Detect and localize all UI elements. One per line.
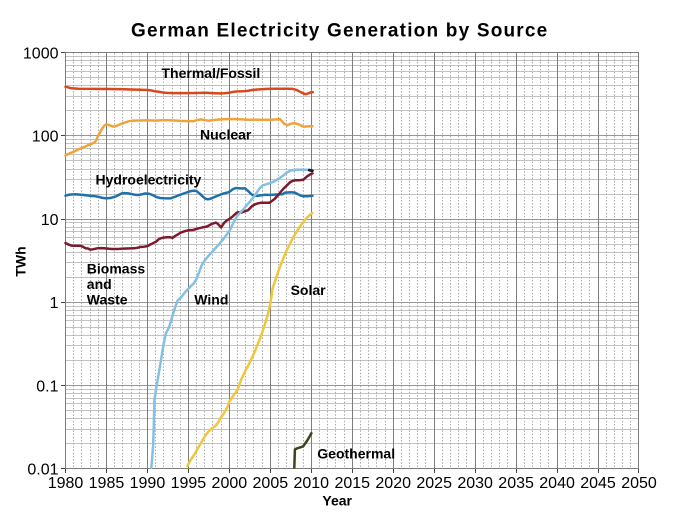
svg-text:2010: 2010 bbox=[293, 475, 329, 492]
svg-text:2000: 2000 bbox=[212, 475, 248, 492]
svg-text:1985: 1985 bbox=[89, 475, 125, 492]
svg-text:2035: 2035 bbox=[498, 475, 534, 492]
svg-text:Thermal/Fossil: Thermal/Fossil bbox=[162, 65, 261, 81]
svg-text:1990: 1990 bbox=[130, 475, 166, 492]
svg-text:Solar: Solar bbox=[291, 282, 327, 298]
svg-text:German Electricity Generation: German Electricity Generation by Source bbox=[131, 20, 548, 41]
svg-text:1980: 1980 bbox=[48, 475, 84, 492]
svg-text:Biomass: Biomass bbox=[87, 261, 146, 277]
svg-text:Geothermal: Geothermal bbox=[317, 445, 395, 461]
svg-text:0.01: 0.01 bbox=[27, 462, 58, 479]
svg-text:Wind: Wind bbox=[194, 292, 228, 308]
svg-text:Hydroelectricity: Hydroelectricity bbox=[96, 171, 202, 187]
svg-text:2045: 2045 bbox=[580, 475, 616, 492]
svg-text:2005: 2005 bbox=[253, 475, 289, 492]
svg-text:2050: 2050 bbox=[621, 475, 657, 492]
svg-text:2025: 2025 bbox=[416, 475, 452, 492]
svg-text:2040: 2040 bbox=[539, 475, 575, 492]
svg-text:1: 1 bbox=[50, 295, 59, 312]
svg-text:1000: 1000 bbox=[23, 46, 59, 63]
svg-text:TWh: TWh bbox=[13, 246, 29, 276]
svg-text:1995: 1995 bbox=[171, 475, 207, 492]
svg-text:and: and bbox=[87, 276, 112, 292]
svg-text:2015: 2015 bbox=[334, 475, 370, 492]
svg-text:0.1: 0.1 bbox=[36, 378, 58, 395]
svg-text:2030: 2030 bbox=[457, 475, 493, 492]
svg-text:10: 10 bbox=[41, 212, 59, 229]
svg-text:100: 100 bbox=[32, 129, 59, 146]
svg-text:Waste: Waste bbox=[87, 292, 128, 308]
svg-text:Nuclear: Nuclear bbox=[200, 126, 252, 142]
svg-text:Year: Year bbox=[322, 493, 352, 509]
svg-text:2020: 2020 bbox=[375, 475, 411, 492]
